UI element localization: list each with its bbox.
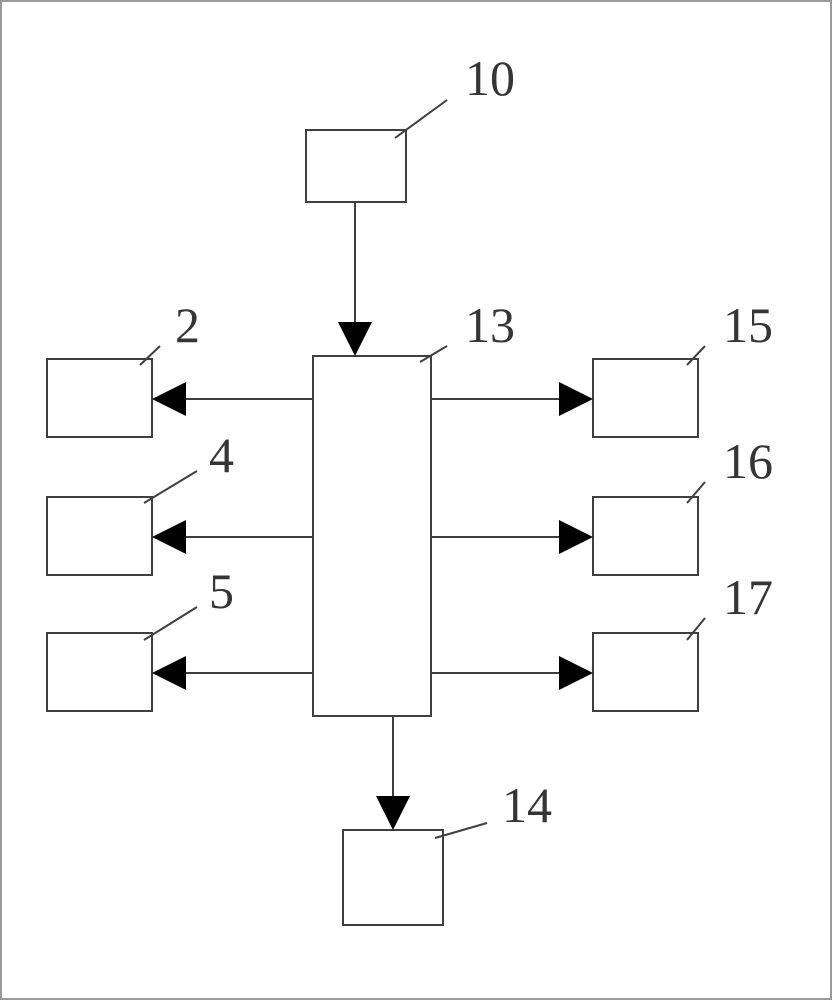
outer-border bbox=[1, 1, 831, 999]
node-box-r3 bbox=[593, 633, 698, 711]
node-box-r2 bbox=[593, 497, 698, 575]
label-n14: 14 bbox=[502, 777, 552, 833]
arrowhead-center_to_l2 bbox=[152, 520, 186, 554]
node-box-l2 bbox=[47, 497, 152, 575]
label-n13: 13 bbox=[465, 297, 515, 353]
label-n2: 2 bbox=[175, 297, 200, 353]
leader-n13 bbox=[420, 346, 447, 362]
node-box-l3 bbox=[47, 633, 152, 711]
leader-n16 bbox=[687, 482, 705, 503]
arrowhead-center_to_bottom bbox=[376, 796, 410, 830]
leader-n15 bbox=[687, 346, 705, 365]
leader-n5 bbox=[144, 607, 197, 640]
leader-n10 bbox=[395, 100, 447, 138]
label-n15: 15 bbox=[723, 297, 773, 353]
node-box-r1 bbox=[593, 359, 698, 437]
leader-n17 bbox=[687, 618, 705, 640]
leader-n2 bbox=[140, 346, 160, 365]
arrowhead-top_to_center bbox=[338, 322, 372, 356]
node-box-top bbox=[306, 130, 406, 202]
arrowhead-center_to_r1 bbox=[559, 382, 593, 416]
label-n5: 5 bbox=[209, 563, 234, 619]
node-box-bottom bbox=[343, 830, 443, 925]
node-box-l1 bbox=[47, 359, 152, 437]
arrowhead-center_to_r2 bbox=[559, 520, 593, 554]
arrowhead-center_to_l3 bbox=[152, 656, 186, 690]
label-n10: 10 bbox=[465, 50, 515, 106]
label-n4: 4 bbox=[209, 427, 234, 483]
arrowhead-center_to_l1 bbox=[152, 382, 186, 416]
label-n17: 17 bbox=[723, 569, 773, 625]
leader-n4 bbox=[144, 471, 197, 503]
arrowhead-center_to_r3 bbox=[559, 656, 593, 690]
label-n16: 16 bbox=[723, 433, 773, 489]
node-box-center bbox=[313, 356, 431, 716]
